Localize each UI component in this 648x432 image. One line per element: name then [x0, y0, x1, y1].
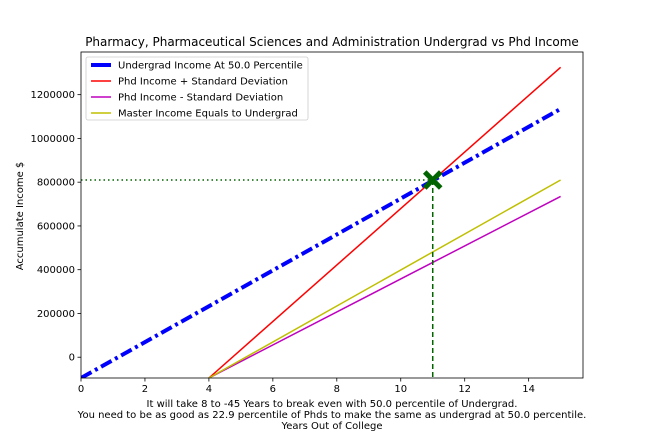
y-tick-label: 1200000 [30, 90, 75, 101]
legend-entry-3: Phd Income - Standard Deviation [118, 93, 283, 104]
break-even-marker [422, 170, 443, 190]
x-tick-label: 14 [522, 384, 535, 395]
y-tick-label: 600000 [37, 221, 75, 232]
x-axis-label-line-1: It will take 8 to -45 Years to break eve… [147, 399, 518, 410]
series-line-1 [81, 107, 562, 378]
legend-entry-1: Undergrad Income At 50.0 Percentile [118, 61, 303, 72]
x-tick-label: 10 [394, 384, 407, 395]
x-axis-label-line-3: Years Out of College [281, 421, 383, 432]
y-tick-label: 400000 [37, 265, 75, 276]
axes: 0 2 4 6 8 10 12 14 0 200000 400000 600000 800000 1000… [30, 51, 584, 395]
legend: Undergrad Income At 50.0 Percentile Phd I… [85, 56, 309, 121]
legend-entry-4: Master Income Equals to Undergrad [118, 109, 298, 120]
x-tick-label: 6 [270, 384, 276, 395]
x-tick-label: 8 [334, 384, 340, 395]
x-axis-label-line-2: You need to be as good as 22.9 percentil… [77, 410, 587, 421]
y-axis-label: Accumulate Income $ [15, 162, 26, 271]
legend-box [85, 56, 309, 121]
y-tick-label: 800000 [37, 178, 75, 189]
x-tick-label: 2 [142, 384, 148, 395]
y-tick-label: 200000 [37, 309, 75, 320]
legend-entry-2: Phd Income + Standard Deviation [118, 77, 288, 88]
plot-frame [80, 51, 584, 379]
x-tick-label: 12 [458, 384, 471, 395]
series-line-4 [208, 179, 561, 378]
y-tick-label: 0 [69, 353, 75, 364]
series-line-3 [208, 195, 561, 378]
x-tick-label: 4 [206, 384, 212, 395]
y-tick-label: 1000000 [30, 134, 75, 145]
series-line-2 [208, 66, 562, 378]
x-tick-label: 0 [78, 384, 84, 395]
plot-area [81, 66, 562, 378]
chart-title: Pharmacy, Pharmaceutical Sciences and Ad… [85, 35, 579, 49]
